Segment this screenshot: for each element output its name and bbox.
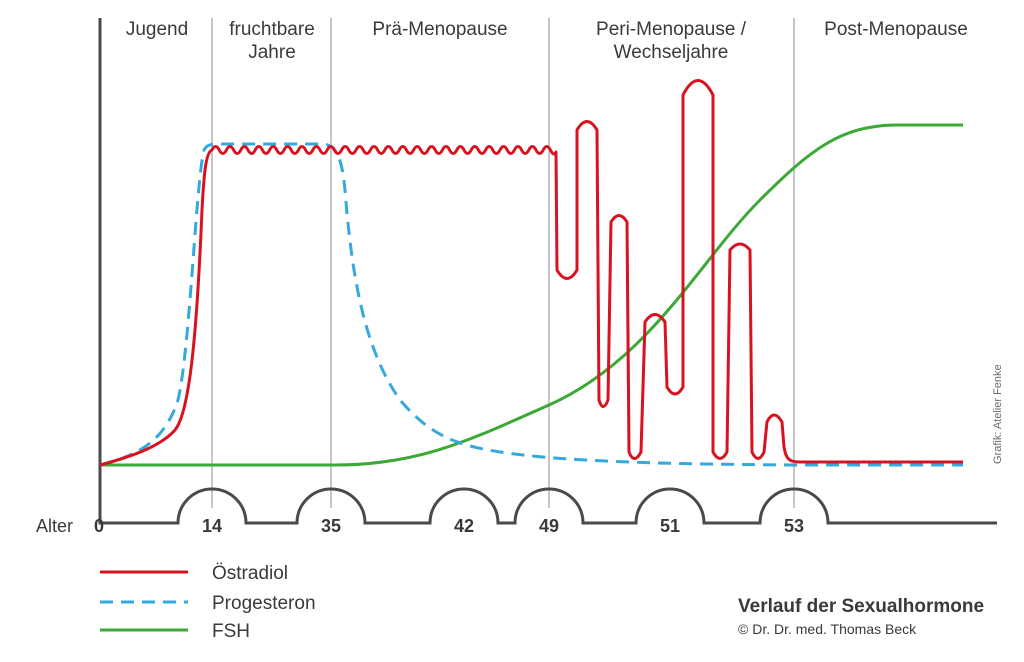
- series-line-fsh: [100, 123, 963, 467]
- x-tick-0: 0: [94, 516, 104, 536]
- x-tick-14: 14: [202, 516, 222, 536]
- legend-label-fsh: FSH: [212, 621, 250, 642]
- phase-label-peri-2: Wechseljahre: [614, 42, 729, 63]
- x-axis-label: Alter: [36, 516, 73, 536]
- x-tick-42: 42: [454, 516, 474, 536]
- x-tick-35: 35: [321, 516, 341, 536]
- phase-label-post: Post-Menopause: [824, 19, 968, 40]
- side-credit: Grafik: Atelier Fenke: [992, 364, 1004, 464]
- series-line-oestradiol: [99, 79, 963, 467]
- x-tick-51: 51: [660, 516, 680, 536]
- series-line-progesteron: [99, 142, 963, 467]
- phase-label-fruchtbare-2: Jahre: [248, 42, 296, 63]
- legend-label-progesteron: Progesteron: [212, 593, 316, 614]
- legend-label-oestradiol: Östradiol: [212, 563, 288, 584]
- chart-credit: © Dr. Dr. med. Thomas Beck: [738, 621, 917, 637]
- phase-label-prae: Prä-Menopause: [372, 19, 507, 40]
- legend: Östradiol Progesteron FSH: [100, 563, 316, 642]
- phase-label-fruchtbare: fruchtbare: [229, 19, 315, 40]
- x-tick-49: 49: [539, 516, 559, 536]
- phase-label-jugend: Jugend: [126, 19, 188, 40]
- chart-title: Verlauf der Sexualhormone: [738, 596, 984, 617]
- x-axis-band: [98, 487, 997, 525]
- phase-label-peri: Peri-Menopause /: [596, 19, 747, 40]
- phase-dividers: [211, 18, 795, 508]
- x-tick-53: 53: [784, 516, 804, 536]
